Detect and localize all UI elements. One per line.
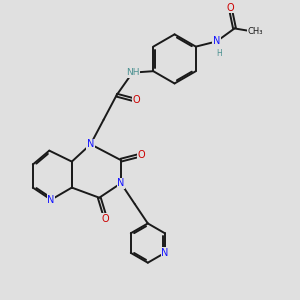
Text: N: N — [47, 195, 55, 205]
Text: O: O — [137, 150, 145, 160]
Text: O: O — [226, 3, 234, 13]
Text: NH: NH — [126, 68, 139, 77]
Text: CH₃: CH₃ — [248, 27, 263, 36]
Text: N: N — [213, 36, 220, 46]
Text: O: O — [102, 214, 110, 224]
Text: N: N — [87, 139, 94, 149]
Text: N: N — [117, 178, 124, 188]
Text: H: H — [216, 49, 221, 58]
Text: O: O — [132, 95, 140, 105]
Text: N: N — [161, 248, 169, 258]
